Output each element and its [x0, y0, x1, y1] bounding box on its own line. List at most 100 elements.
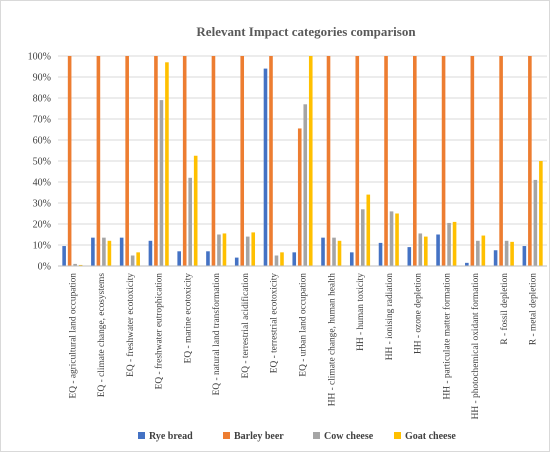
legend-label: Goat cheese — [405, 431, 456, 442]
bar — [211, 56, 216, 266]
bar — [418, 233, 423, 266]
legend-label: Rye bread — [149, 431, 193, 442]
bar — [470, 56, 475, 266]
x-tick-label: R - metal depletion — [529, 273, 539, 345]
y-tick-label: 80% — [33, 94, 51, 105]
y-tick-label: 100% — [28, 52, 51, 63]
x-tick-label: HH - photochemical oxidant formation — [470, 273, 481, 420]
bar — [308, 56, 313, 266]
bar — [292, 252, 297, 266]
bar — [452, 221, 457, 266]
bar — [424, 236, 428, 266]
bar — [177, 251, 181, 266]
x-axis-labels: EQ - agricultural land occupation EQ - cl… — [68, 273, 538, 420]
bar — [297, 128, 302, 266]
chart-title: Relevant Impact categories comparison — [196, 24, 416, 39]
bar — [206, 251, 210, 266]
bar — [436, 234, 440, 266]
bar — [481, 235, 486, 266]
bar — [107, 240, 112, 266]
bar — [91, 237, 95, 266]
bar — [441, 56, 446, 266]
bar — [533, 179, 538, 266]
x-tick-label: HH - particulate matter formation — [441, 273, 452, 400]
y-tick-label: 30% — [33, 199, 51, 210]
bar — [280, 252, 284, 266]
bar — [395, 213, 399, 266]
legend-label: Cow cheese — [324, 431, 374, 442]
bar — [251, 232, 256, 266]
y-tick-label: 0% — [38, 262, 51, 273]
bar — [148, 240, 153, 266]
bar — [321, 237, 325, 266]
bar — [193, 155, 198, 266]
y-axis-ticks: 0% 10% 20% 30% 40% 50% 60% 70% 80% 90% 100% — [28, 52, 51, 273]
x-tick-label: EQ - natural land transformation — [211, 273, 222, 396]
bar — [349, 252, 354, 266]
bar — [165, 62, 169, 266]
bar — [234, 257, 239, 266]
x-tick-label: EQ - urban land occupation — [299, 273, 309, 377]
bar — [119, 237, 124, 266]
x-tick-label: EQ - marine ecotoxicity — [183, 273, 193, 364]
bar — [407, 247, 412, 266]
bar — [528, 56, 532, 266]
y-tick-label: 60% — [33, 136, 51, 147]
bar — [303, 104, 308, 266]
bar — [188, 177, 192, 266]
bar — [263, 68, 268, 266]
bar — [125, 56, 129, 266]
bar — [499, 56, 503, 266]
x-tick-label: HH - ionising radiation — [385, 273, 395, 361]
bar — [96, 56, 101, 266]
bar — [102, 237, 106, 266]
bar — [504, 240, 509, 266]
x-tick-label: EQ - terrestrial acidification — [240, 273, 251, 379]
bar — [222, 233, 227, 266]
bar — [465, 262, 469, 266]
bar — [62, 246, 66, 266]
bar — [384, 56, 388, 266]
bar — [182, 56, 187, 266]
bar — [522, 246, 527, 266]
bar — [240, 56, 245, 266]
x-tick-label: HH - ozone depletion — [414, 273, 424, 354]
bar — [493, 250, 498, 266]
bar — [217, 234, 221, 266]
legend-label: Barley beer — [234, 431, 284, 442]
gridlines — [58, 55, 547, 246]
bar — [510, 241, 514, 266]
bar — [269, 56, 273, 266]
bar — [136, 252, 140, 266]
bar — [245, 236, 250, 266]
x-tick-label: HH - climate change, human health — [327, 273, 337, 407]
legend-swatch — [313, 432, 320, 439]
bar — [78, 264, 83, 266]
x-tick-label: R - fossil depletion — [499, 273, 510, 345]
legend-swatch — [223, 432, 230, 439]
bar — [154, 56, 158, 266]
x-tick-label: EQ - freshwater eutrophication — [154, 273, 165, 390]
bar — [355, 56, 360, 266]
x-tick-label: HH - human toxicity — [356, 273, 366, 351]
bar — [130, 255, 135, 266]
bar — [389, 211, 394, 266]
bar — [326, 56, 331, 266]
bars — [62, 56, 543, 266]
y-tick-label: 20% — [33, 220, 51, 231]
y-tick-label: 70% — [33, 115, 51, 126]
x-tick-label: EQ - freshwater ecotoxicity — [125, 273, 136, 377]
bar — [447, 222, 451, 266]
bar — [366, 194, 371, 266]
y-tick-label: 40% — [33, 178, 51, 189]
bar — [67, 56, 72, 266]
bar — [413, 56, 417, 266]
x-tick-label: EQ - agricultural land occupation — [68, 273, 78, 399]
y-tick-label: 10% — [33, 241, 51, 252]
bar — [539, 161, 543, 266]
bar — [159, 100, 164, 266]
bar — [332, 237, 336, 266]
bar — [360, 209, 365, 266]
